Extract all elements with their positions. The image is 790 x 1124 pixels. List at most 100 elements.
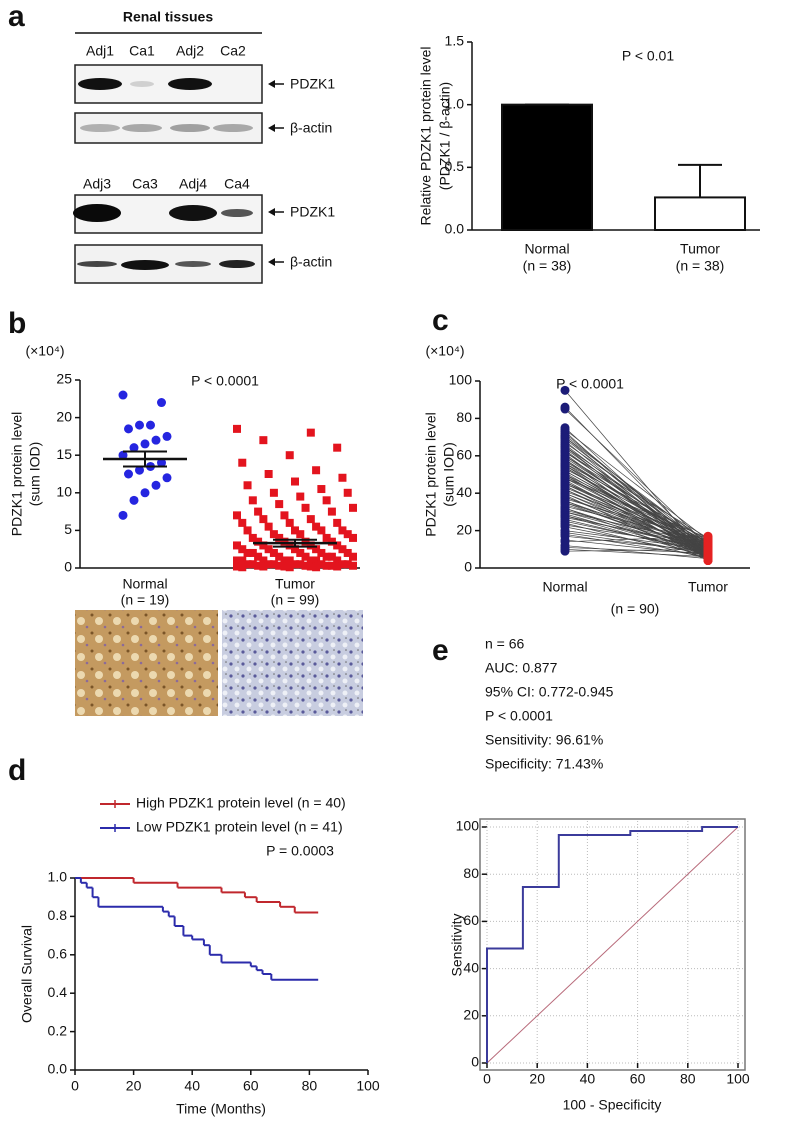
data-point <box>291 545 299 554</box>
data-point <box>349 533 357 542</box>
lane-label: Adj2 <box>176 43 204 59</box>
data-point <box>238 518 247 527</box>
data-point <box>269 560 278 569</box>
x-tick-label: 40 <box>184 1078 200 1094</box>
data-point <box>285 518 294 527</box>
data-point <box>254 552 263 561</box>
blot-title: Renal tissues <box>123 9 213 25</box>
y-tick-label: 80 <box>463 865 479 881</box>
data-point <box>264 560 273 569</box>
y-tick-label: 40 <box>456 484 472 500</box>
data-point <box>560 546 570 556</box>
data-point <box>162 473 172 483</box>
data-point <box>333 556 342 565</box>
pair-line <box>564 462 709 541</box>
panel-label: b <box>8 307 26 340</box>
data-point <box>157 398 166 408</box>
x-tick-label: 20 <box>529 1071 545 1087</box>
data-point <box>338 545 347 554</box>
data-point <box>162 431 172 441</box>
pair-line <box>564 535 709 543</box>
data-point <box>146 420 155 430</box>
y-tick-label: 1.5 <box>445 33 465 49</box>
pair-line <box>564 455 709 544</box>
data-point <box>118 450 128 460</box>
blot-band <box>219 260 255 268</box>
data-point <box>118 390 128 400</box>
plot-frame <box>479 818 746 1071</box>
pair-line <box>564 545 709 559</box>
data-point <box>703 552 713 562</box>
pair-line <box>564 548 709 552</box>
data-point <box>248 548 257 557</box>
data-point <box>703 531 713 541</box>
blot-band <box>221 209 253 217</box>
pair-line <box>564 468 709 543</box>
stat-line: Sensitivity: 96.61% <box>485 732 603 748</box>
data-point <box>301 561 310 570</box>
data-point <box>157 458 166 468</box>
data-point <box>317 526 326 535</box>
x-tick-label: 20 <box>126 1078 142 1094</box>
blot-band <box>121 260 169 270</box>
data-point <box>312 466 321 475</box>
data-point <box>285 541 294 550</box>
data-point <box>291 560 299 569</box>
annotation: P = 0.0003 <box>266 843 334 859</box>
band-label: β-actin <box>290 120 332 136</box>
x-axis-label: 100 - Specificity <box>563 1097 662 1113</box>
data-point <box>291 526 299 535</box>
stat-line: Specificity: 71.43% <box>485 756 603 772</box>
x-tick-label: Normal <box>524 241 569 257</box>
pair-line <box>564 511 709 545</box>
data-point <box>327 552 336 561</box>
pair-line <box>564 442 709 543</box>
data-point <box>243 526 252 535</box>
data-point <box>322 533 331 542</box>
data-point <box>118 510 128 520</box>
data-point <box>238 563 247 572</box>
data-point <box>254 561 263 570</box>
data-point <box>275 561 284 570</box>
pair-line <box>564 477 709 539</box>
annotation: P < 0.0001 <box>556 376 624 392</box>
data-point <box>333 541 342 550</box>
x-tick-label: 80 <box>302 1078 318 1094</box>
data-point <box>243 560 252 569</box>
data-point <box>306 541 315 550</box>
data-point <box>291 477 299 486</box>
pair-line <box>564 530 709 550</box>
data-point <box>135 420 144 430</box>
data-point <box>259 541 268 550</box>
data-point <box>306 556 315 565</box>
data-point <box>322 552 331 561</box>
lane-label: Ca3 <box>132 176 158 192</box>
stat-line: AUC: 0.877 <box>485 660 558 676</box>
pair-line <box>564 481 709 548</box>
arrow-head <box>268 208 275 216</box>
y-tick-label: 0 <box>471 1054 479 1070</box>
pair-line <box>564 408 709 546</box>
y-tick-label: 40 <box>463 959 479 975</box>
data-point <box>312 556 321 565</box>
data-point <box>243 481 252 490</box>
y-tick-label: 0.6 <box>48 946 68 962</box>
unit-label: (×10⁴) <box>425 343 464 359</box>
data-point <box>312 563 321 572</box>
data-point <box>285 556 294 565</box>
legend-label: Low PDZK1 protein level (n = 41) <box>136 819 343 835</box>
data-point <box>338 560 347 569</box>
pair-line <box>564 500 709 552</box>
data-point <box>312 522 321 531</box>
data-point <box>333 562 342 571</box>
data-point <box>306 515 315 524</box>
blot-band <box>78 78 122 90</box>
y-axis-label: Sensitivity <box>449 913 465 976</box>
blot-band <box>168 78 212 90</box>
category-note: (n = 19) <box>121 592 170 608</box>
pair-line <box>564 491 709 545</box>
data-point <box>343 560 352 569</box>
x-axis-label: Time (Months) <box>176 1101 266 1117</box>
data-point <box>269 548 278 557</box>
